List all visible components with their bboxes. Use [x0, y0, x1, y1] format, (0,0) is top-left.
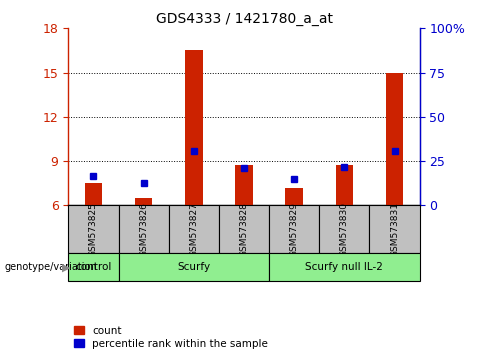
Bar	[386, 73, 404, 205]
Legend: count, percentile rank within the sample: count, percentile rank within the sample	[74, 326, 268, 349]
Bar	[135, 198, 152, 205]
Text: GSM573825: GSM573825	[89, 202, 98, 257]
Text: GSM573829: GSM573829	[290, 202, 299, 257]
Bar	[185, 51, 203, 205]
Bar	[119, 205, 169, 253]
Bar	[68, 253, 119, 281]
Bar	[319, 205, 369, 253]
Bar	[68, 205, 119, 253]
Bar	[219, 205, 269, 253]
Bar	[119, 253, 269, 281]
Text: control: control	[75, 262, 112, 272]
Bar	[235, 166, 253, 205]
Text: GSM573831: GSM573831	[390, 202, 399, 257]
Text: Scurfy: Scurfy	[177, 262, 210, 272]
Bar	[84, 183, 102, 205]
Text: ▶: ▶	[61, 262, 70, 272]
Text: Scurfy null IL-2: Scurfy null IL-2	[305, 262, 384, 272]
Text: GSM573828: GSM573828	[240, 202, 248, 257]
Bar	[269, 205, 319, 253]
Text: GSM573827: GSM573827	[189, 202, 198, 257]
Title: GDS4333 / 1421780_a_at: GDS4333 / 1421780_a_at	[156, 12, 332, 26]
Bar	[336, 166, 353, 205]
Bar	[269, 253, 420, 281]
Text: GSM573830: GSM573830	[340, 202, 349, 257]
Bar	[369, 205, 420, 253]
Text: genotype/variation: genotype/variation	[5, 262, 98, 272]
Bar	[169, 205, 219, 253]
Text: GSM573826: GSM573826	[139, 202, 148, 257]
Bar	[285, 188, 303, 205]
